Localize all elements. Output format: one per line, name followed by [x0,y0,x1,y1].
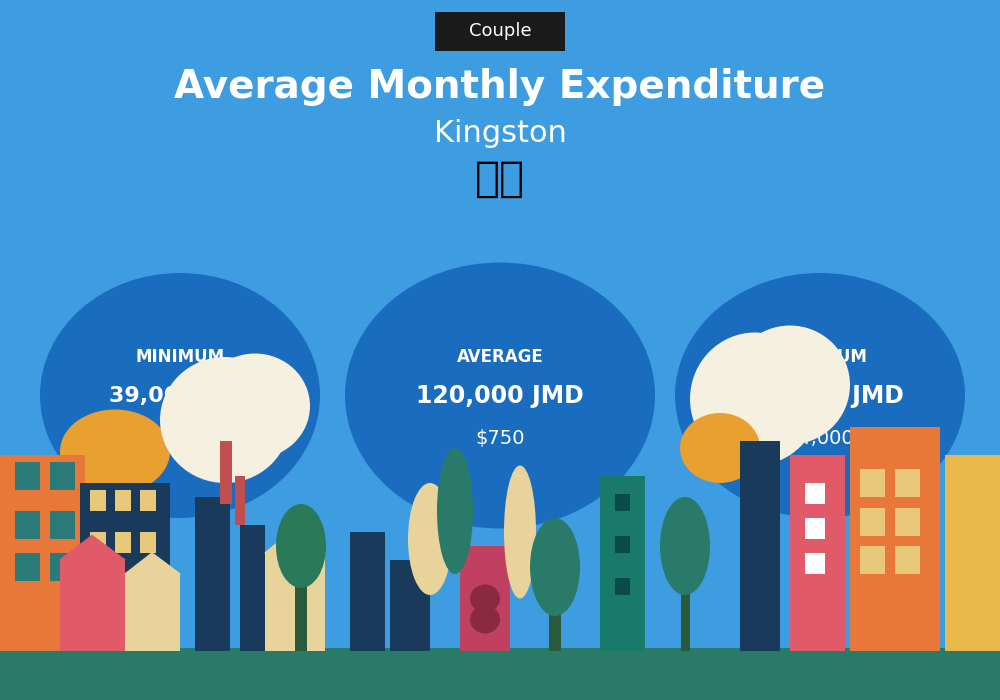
Bar [0,455,85,651]
Bar [295,567,307,651]
Bar [805,518,825,539]
Ellipse shape [40,273,320,518]
Bar [265,553,325,651]
Ellipse shape [60,410,170,494]
Bar [549,567,561,651]
Ellipse shape [345,262,655,528]
Text: 120,000 JMD: 120,000 JMD [416,384,584,407]
Text: MAXIMUM: MAXIMUM [773,348,867,366]
Ellipse shape [690,332,820,466]
Bar [860,508,885,536]
Ellipse shape [530,518,580,616]
Ellipse shape [408,483,452,595]
Bar [90,574,106,595]
Bar [125,574,180,651]
Bar [195,497,230,651]
Bar [0,648,1000,700]
Bar [390,560,430,651]
Bar [80,483,170,651]
Text: $4,000: $4,000 [786,429,854,449]
Bar [115,574,131,595]
Text: $750: $750 [475,429,525,449]
Bar [140,574,156,595]
Ellipse shape [504,466,536,598]
Bar [50,553,75,581]
Bar [220,441,232,504]
Bar [140,490,156,511]
Bar [895,469,920,497]
Bar [615,494,630,511]
Ellipse shape [680,413,760,483]
Bar [895,546,920,574]
Bar [115,490,131,511]
Ellipse shape [675,273,965,518]
Bar [50,462,75,490]
Bar [860,546,885,574]
Text: 39,000 JMD: 39,000 JMD [109,386,251,405]
Ellipse shape [200,354,310,458]
Bar [860,469,885,497]
Bar [15,511,40,539]
Bar [15,553,40,581]
Bar [740,441,780,651]
Text: 🇯🇲: 🇯🇲 [475,158,525,199]
Ellipse shape [660,497,710,595]
Text: $250: $250 [155,429,205,449]
Text: MINIMUM: MINIMUM [135,348,225,366]
Bar [895,508,920,536]
Bar [50,511,75,539]
Bar [681,567,690,651]
Ellipse shape [160,357,290,483]
Bar [90,532,106,553]
Bar [235,476,245,525]
Ellipse shape [730,326,850,444]
Text: Kingston: Kingston [434,118,566,148]
Text: 620,000 JMD: 620,000 JMD [736,384,904,407]
Ellipse shape [470,606,500,634]
Bar [615,536,630,553]
Bar [600,476,645,651]
Bar [60,560,125,651]
Bar [790,455,845,651]
Polygon shape [125,553,180,574]
Ellipse shape [470,584,500,612]
Bar [805,553,825,574]
Text: Couple: Couple [469,22,531,41]
Ellipse shape [276,504,326,588]
Bar [115,532,131,553]
Bar [615,578,630,595]
Bar [350,532,385,651]
Bar [850,427,940,651]
Bar [460,546,510,651]
Bar [945,455,1000,651]
Text: AVERAGE: AVERAGE [457,348,543,366]
Bar [140,532,156,553]
Text: Average Monthly Expenditure: Average Monthly Expenditure [174,69,826,106]
Bar [240,525,265,651]
Ellipse shape [437,448,473,574]
Bar [15,462,40,490]
Polygon shape [265,528,325,553]
Polygon shape [60,536,125,560]
Bar [805,483,825,504]
Bar [90,490,106,511]
FancyBboxPatch shape [435,12,565,51]
